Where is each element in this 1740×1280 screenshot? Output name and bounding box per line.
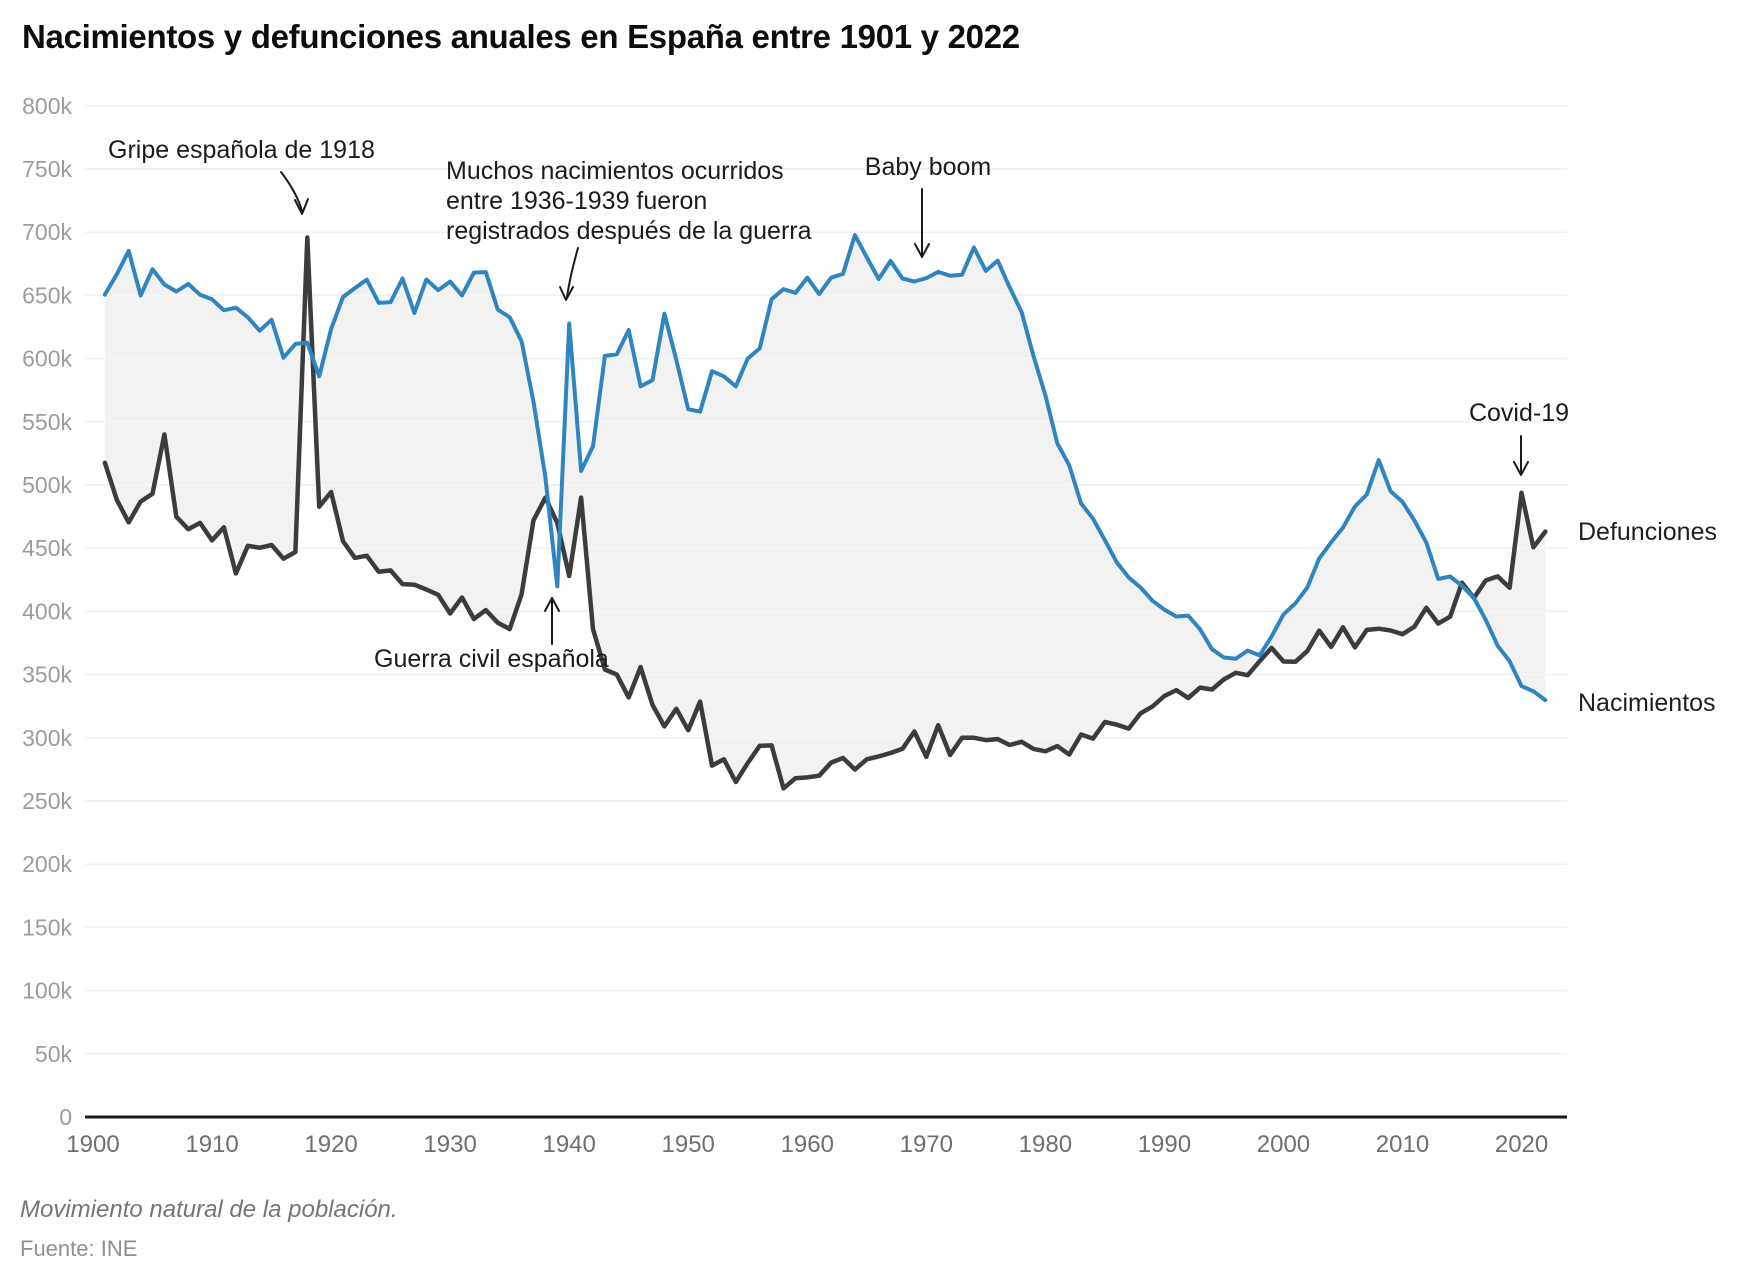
x-tick-label-1950: 1950 [662, 1131, 715, 1158]
annotation-civil-war-text: Guerra civil española [374, 645, 609, 673]
x-tick-label-1920: 1920 [304, 1131, 357, 1158]
y-tick-label-500k: 500k [22, 472, 72, 498]
y-tick-label-700k: 700k [22, 219, 72, 245]
annotation-covid-arrowhead [1513, 461, 1529, 476]
x-tick-label-1900: 1900 [66, 1131, 119, 1158]
annotation-late-registrations-arrow [566, 247, 579, 298]
annotation-civil-war: Guerra civil española [374, 597, 609, 673]
band-births-deaths [104, 235, 1546, 789]
data-lines [102, 233, 1548, 791]
annotation-covid-text: Covid-19 [1469, 399, 1569, 427]
series-label-deaths: Defunciones [1578, 518, 1717, 546]
y-tick-label-0: 0 [59, 1104, 72, 1130]
source-note: Fuente: INE [20, 1236, 138, 1261]
y-tick-label-800k: 800k [22, 93, 72, 119]
x-tick-label-1960: 1960 [781, 1131, 834, 1158]
x-tick-label-1990: 1990 [1138, 1131, 1191, 1158]
x-tick-label-2000: 2000 [1257, 1131, 1310, 1158]
x-tick-label-1930: 1930 [423, 1131, 476, 1158]
annotation-spanish-flu-arrowhead [294, 198, 309, 215]
y-tick-label-250k: 250k [22, 788, 72, 814]
annotation-late-registrations: Muchos nacimientos ocurridos entre 1936-… [446, 157, 812, 301]
y-tick-label-200k: 200k [22, 851, 72, 877]
deaths-line [102, 235, 1548, 791]
annotation-baby-boom: Baby boom [865, 153, 991, 258]
x-tick-label-1940: 1940 [542, 1131, 595, 1158]
y-tick-label-350k: 350k [22, 662, 72, 688]
x-tick-label-1980: 1980 [1019, 1131, 1072, 1158]
annotation-late-registrations-arrowhead [559, 286, 574, 301]
y-tick-label-300k: 300k [22, 725, 72, 751]
y-tick-label-100k: 100k [22, 978, 72, 1004]
y-tick-label-600k: 600k [22, 346, 72, 372]
y-tick-label-650k: 650k [22, 282, 72, 308]
footnote: Movimiento natural de la población. [20, 1196, 398, 1223]
tick-labels: 800k 750k 700k 650k 600k 550k 500k 450k 400k 350k… [22, 93, 1548, 1158]
annotation-covid: Covid-19 [1469, 399, 1569, 476]
annotation-baby-boom-text: Baby boom [865, 153, 991, 181]
y-tick-label-450k: 450k [22, 535, 72, 561]
area-between-curves [104, 235, 1546, 789]
annotation-spanish-flu-arrow [280, 171, 303, 212]
annotation-late-registrations-line2: entre 1936-1939 fueron [446, 187, 707, 215]
annotation-late-registrations-line1: Muchos nacimientos ocurridos [446, 157, 784, 185]
annotation-baby-boom-arrowhead [914, 243, 930, 258]
y-tick-label-150k: 150k [22, 914, 72, 940]
annotation-civil-war-arrowhead [544, 597, 560, 612]
x-tick-label-1970: 1970 [900, 1131, 953, 1158]
x-tick-label-2010: 2010 [1376, 1131, 1429, 1158]
x-tick-label-1910: 1910 [185, 1131, 238, 1158]
annotation-spanish-flu: Gripe española de 1918 [108, 136, 375, 215]
y-tick-label-400k: 400k [22, 598, 72, 624]
annotation-late-registrations-line3: registrados después de la guerra [446, 217, 812, 245]
births-line [102, 233, 1548, 703]
y-tick-label-750k: 750k [22, 156, 72, 182]
x-tick-label-2020: 2020 [1495, 1131, 1548, 1158]
y-tick-label-50k: 50k [35, 1041, 73, 1067]
annotation-spanish-flu-text: Gripe española de 1918 [108, 136, 375, 164]
y-tick-label-550k: 550k [22, 409, 72, 435]
page-title: Nacimientos y defunciones anuales en Esp… [22, 18, 1020, 55]
gridlines-over-band [85, 105, 1567, 1055]
series-label-births: Nacimientos [1578, 689, 1716, 717]
